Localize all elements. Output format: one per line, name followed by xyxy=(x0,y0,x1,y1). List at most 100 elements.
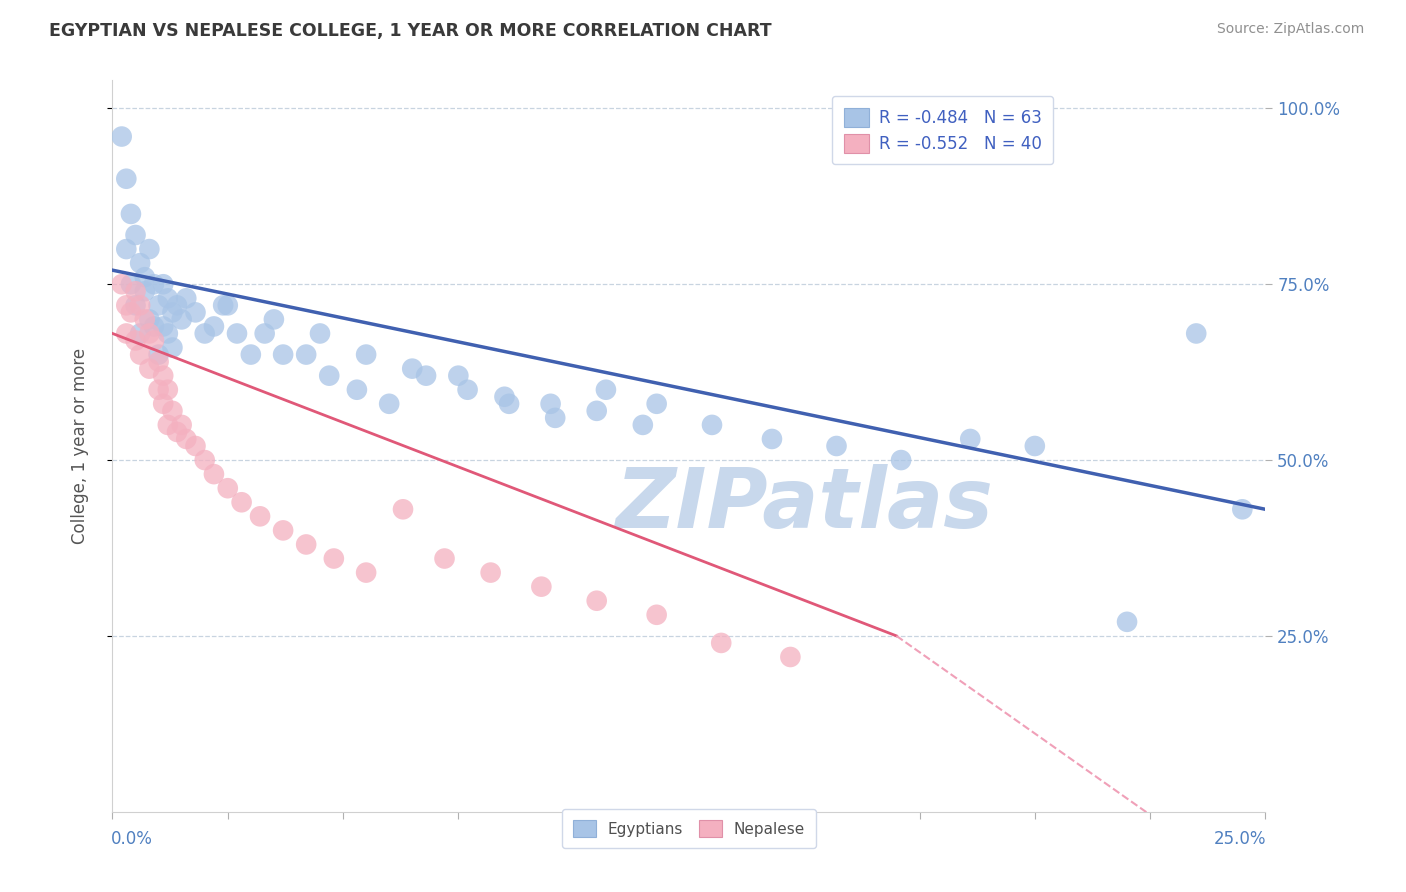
Point xyxy=(354,348,377,362)
Point xyxy=(148,348,170,362)
Point xyxy=(479,566,502,580)
Point xyxy=(174,291,197,305)
Point xyxy=(498,397,520,411)
Point xyxy=(124,298,146,312)
Point xyxy=(124,285,146,299)
Point xyxy=(148,354,170,368)
Point xyxy=(585,404,607,418)
Point xyxy=(322,551,344,566)
Point xyxy=(217,298,239,312)
Point xyxy=(129,298,152,312)
Point xyxy=(1024,439,1046,453)
Point xyxy=(295,537,318,551)
Point xyxy=(111,277,134,292)
Text: 25.0%: 25.0% xyxy=(1213,830,1267,848)
Point xyxy=(253,326,276,341)
Point xyxy=(959,432,981,446)
Point xyxy=(318,368,340,383)
Point xyxy=(162,341,184,355)
Point xyxy=(585,593,607,607)
Point xyxy=(1116,615,1139,629)
Point xyxy=(129,256,152,270)
Point xyxy=(309,326,332,341)
Point xyxy=(447,368,470,383)
Point xyxy=(156,417,179,432)
Point xyxy=(271,524,294,538)
Point xyxy=(115,171,138,186)
Point xyxy=(433,551,456,566)
Point xyxy=(1185,326,1208,341)
Point xyxy=(184,305,207,319)
Point xyxy=(295,348,318,362)
Point xyxy=(138,361,160,376)
Point xyxy=(148,383,170,397)
Point xyxy=(115,326,138,341)
Point xyxy=(124,334,146,348)
Point xyxy=(194,453,217,467)
Point xyxy=(540,397,562,411)
Point xyxy=(710,636,733,650)
Point xyxy=(217,481,239,495)
Point xyxy=(544,410,567,425)
Text: Source: ZipAtlas.com: Source: ZipAtlas.com xyxy=(1216,22,1364,37)
Point xyxy=(494,390,516,404)
Point xyxy=(129,348,152,362)
Point xyxy=(346,383,368,397)
Text: EGYPTIAN VS NEPALESE COLLEGE, 1 YEAR OR MORE CORRELATION CHART: EGYPTIAN VS NEPALESE COLLEGE, 1 YEAR OR … xyxy=(49,22,772,40)
Point xyxy=(152,319,174,334)
Point xyxy=(392,502,415,516)
Point xyxy=(825,439,848,453)
Point xyxy=(645,607,668,622)
Point xyxy=(134,285,156,299)
Point xyxy=(124,227,146,242)
Legend: Egyptians, Nepalese: Egyptians, Nepalese xyxy=(562,809,815,848)
Point xyxy=(156,291,179,305)
Point xyxy=(138,326,160,341)
Point xyxy=(152,397,174,411)
Point xyxy=(143,319,166,334)
Point xyxy=(134,312,156,326)
Point xyxy=(134,270,156,285)
Point xyxy=(779,650,801,665)
Point xyxy=(111,129,134,144)
Point xyxy=(231,495,253,509)
Point xyxy=(415,368,437,383)
Point xyxy=(162,305,184,319)
Point xyxy=(202,467,225,482)
Point xyxy=(156,383,179,397)
Point xyxy=(530,580,553,594)
Point xyxy=(595,383,617,397)
Point xyxy=(457,383,479,397)
Point xyxy=(143,277,166,292)
Point xyxy=(202,319,225,334)
Point xyxy=(249,509,271,524)
Point xyxy=(120,207,142,221)
Point xyxy=(239,348,262,362)
Point xyxy=(148,298,170,312)
Point xyxy=(166,425,188,439)
Point xyxy=(170,417,193,432)
Point xyxy=(1232,502,1254,516)
Point xyxy=(354,566,377,580)
Point xyxy=(271,348,294,362)
Point xyxy=(166,298,188,312)
Point xyxy=(378,397,401,411)
Point xyxy=(170,312,193,326)
Point xyxy=(174,432,197,446)
Point xyxy=(152,277,174,292)
Point xyxy=(138,312,160,326)
Point xyxy=(115,242,138,256)
Point xyxy=(226,326,249,341)
Point xyxy=(120,277,142,292)
Point xyxy=(138,242,160,256)
Point xyxy=(212,298,235,312)
Point xyxy=(194,326,217,341)
Point xyxy=(184,439,207,453)
Point xyxy=(645,397,668,411)
Point xyxy=(115,298,138,312)
Point xyxy=(263,312,285,326)
Point xyxy=(162,404,184,418)
Point xyxy=(129,326,152,341)
Point xyxy=(631,417,654,432)
Text: ZIPatlas: ZIPatlas xyxy=(616,464,993,545)
